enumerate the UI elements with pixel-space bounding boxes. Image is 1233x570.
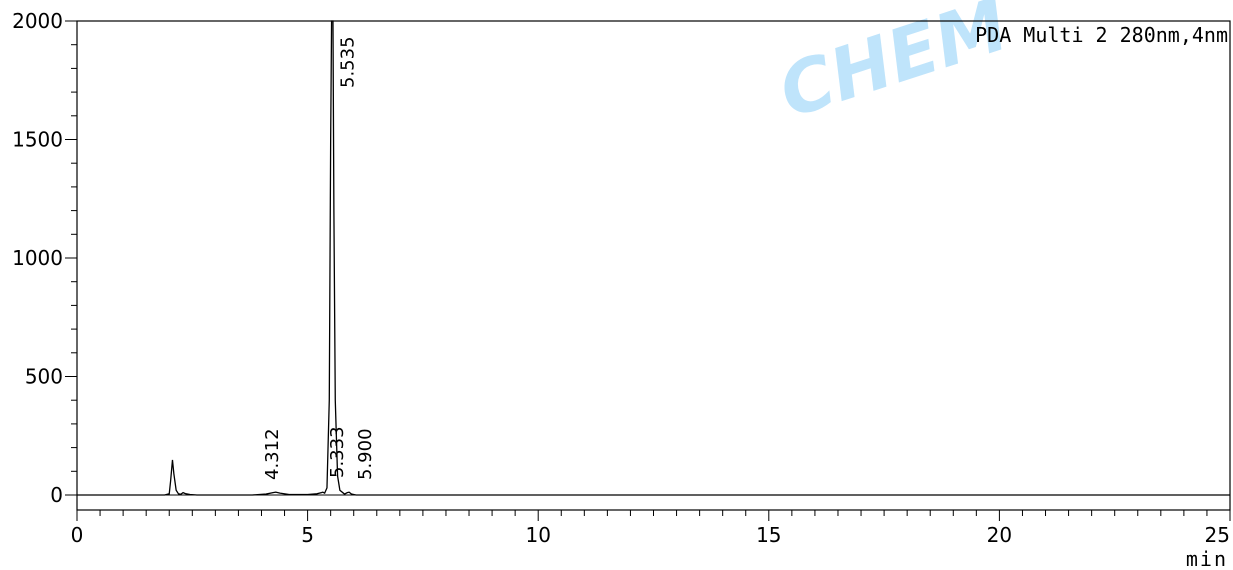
x-tick-label: 10 [525, 523, 550, 547]
x-tick-label: 25 [1205, 523, 1230, 547]
plot-frame [76, 20, 1231, 511]
x-tick-label: 5 [301, 523, 314, 547]
x-axis-unit-label: min [1186, 547, 1228, 570]
x-axis: 0 5 10 15 20 25 [71, 510, 1231, 547]
x-tick-label: 20 [987, 523, 1012, 547]
y-tick-label: 1000 [12, 246, 63, 270]
chart-title: PDA Multi 2 280nm,4nm [975, 23, 1228, 47]
y-tick-label: 0 [50, 483, 63, 507]
peak-label: 5.535 [337, 36, 358, 88]
peak-label: 5.333 [327, 426, 348, 478]
x-tick-label: 15 [756, 523, 781, 547]
watermark: CHEM [769, 0, 1017, 134]
y-tick-label: 2000 [12, 9, 63, 33]
x-tick-label: 0 [71, 523, 84, 547]
peak-label: 5.900 [355, 428, 376, 480]
peak-labels: 4.312 5.333 5.535 5.900 [262, 36, 376, 480]
peak-label: 4.312 [262, 428, 283, 480]
y-axis: 0 500 1000 1500 2000 [12, 9, 77, 507]
y-tick-label: 500 [25, 365, 63, 389]
y-tick-label: 1500 [12, 128, 63, 152]
chromatogram-trace [77, 20, 1230, 496]
